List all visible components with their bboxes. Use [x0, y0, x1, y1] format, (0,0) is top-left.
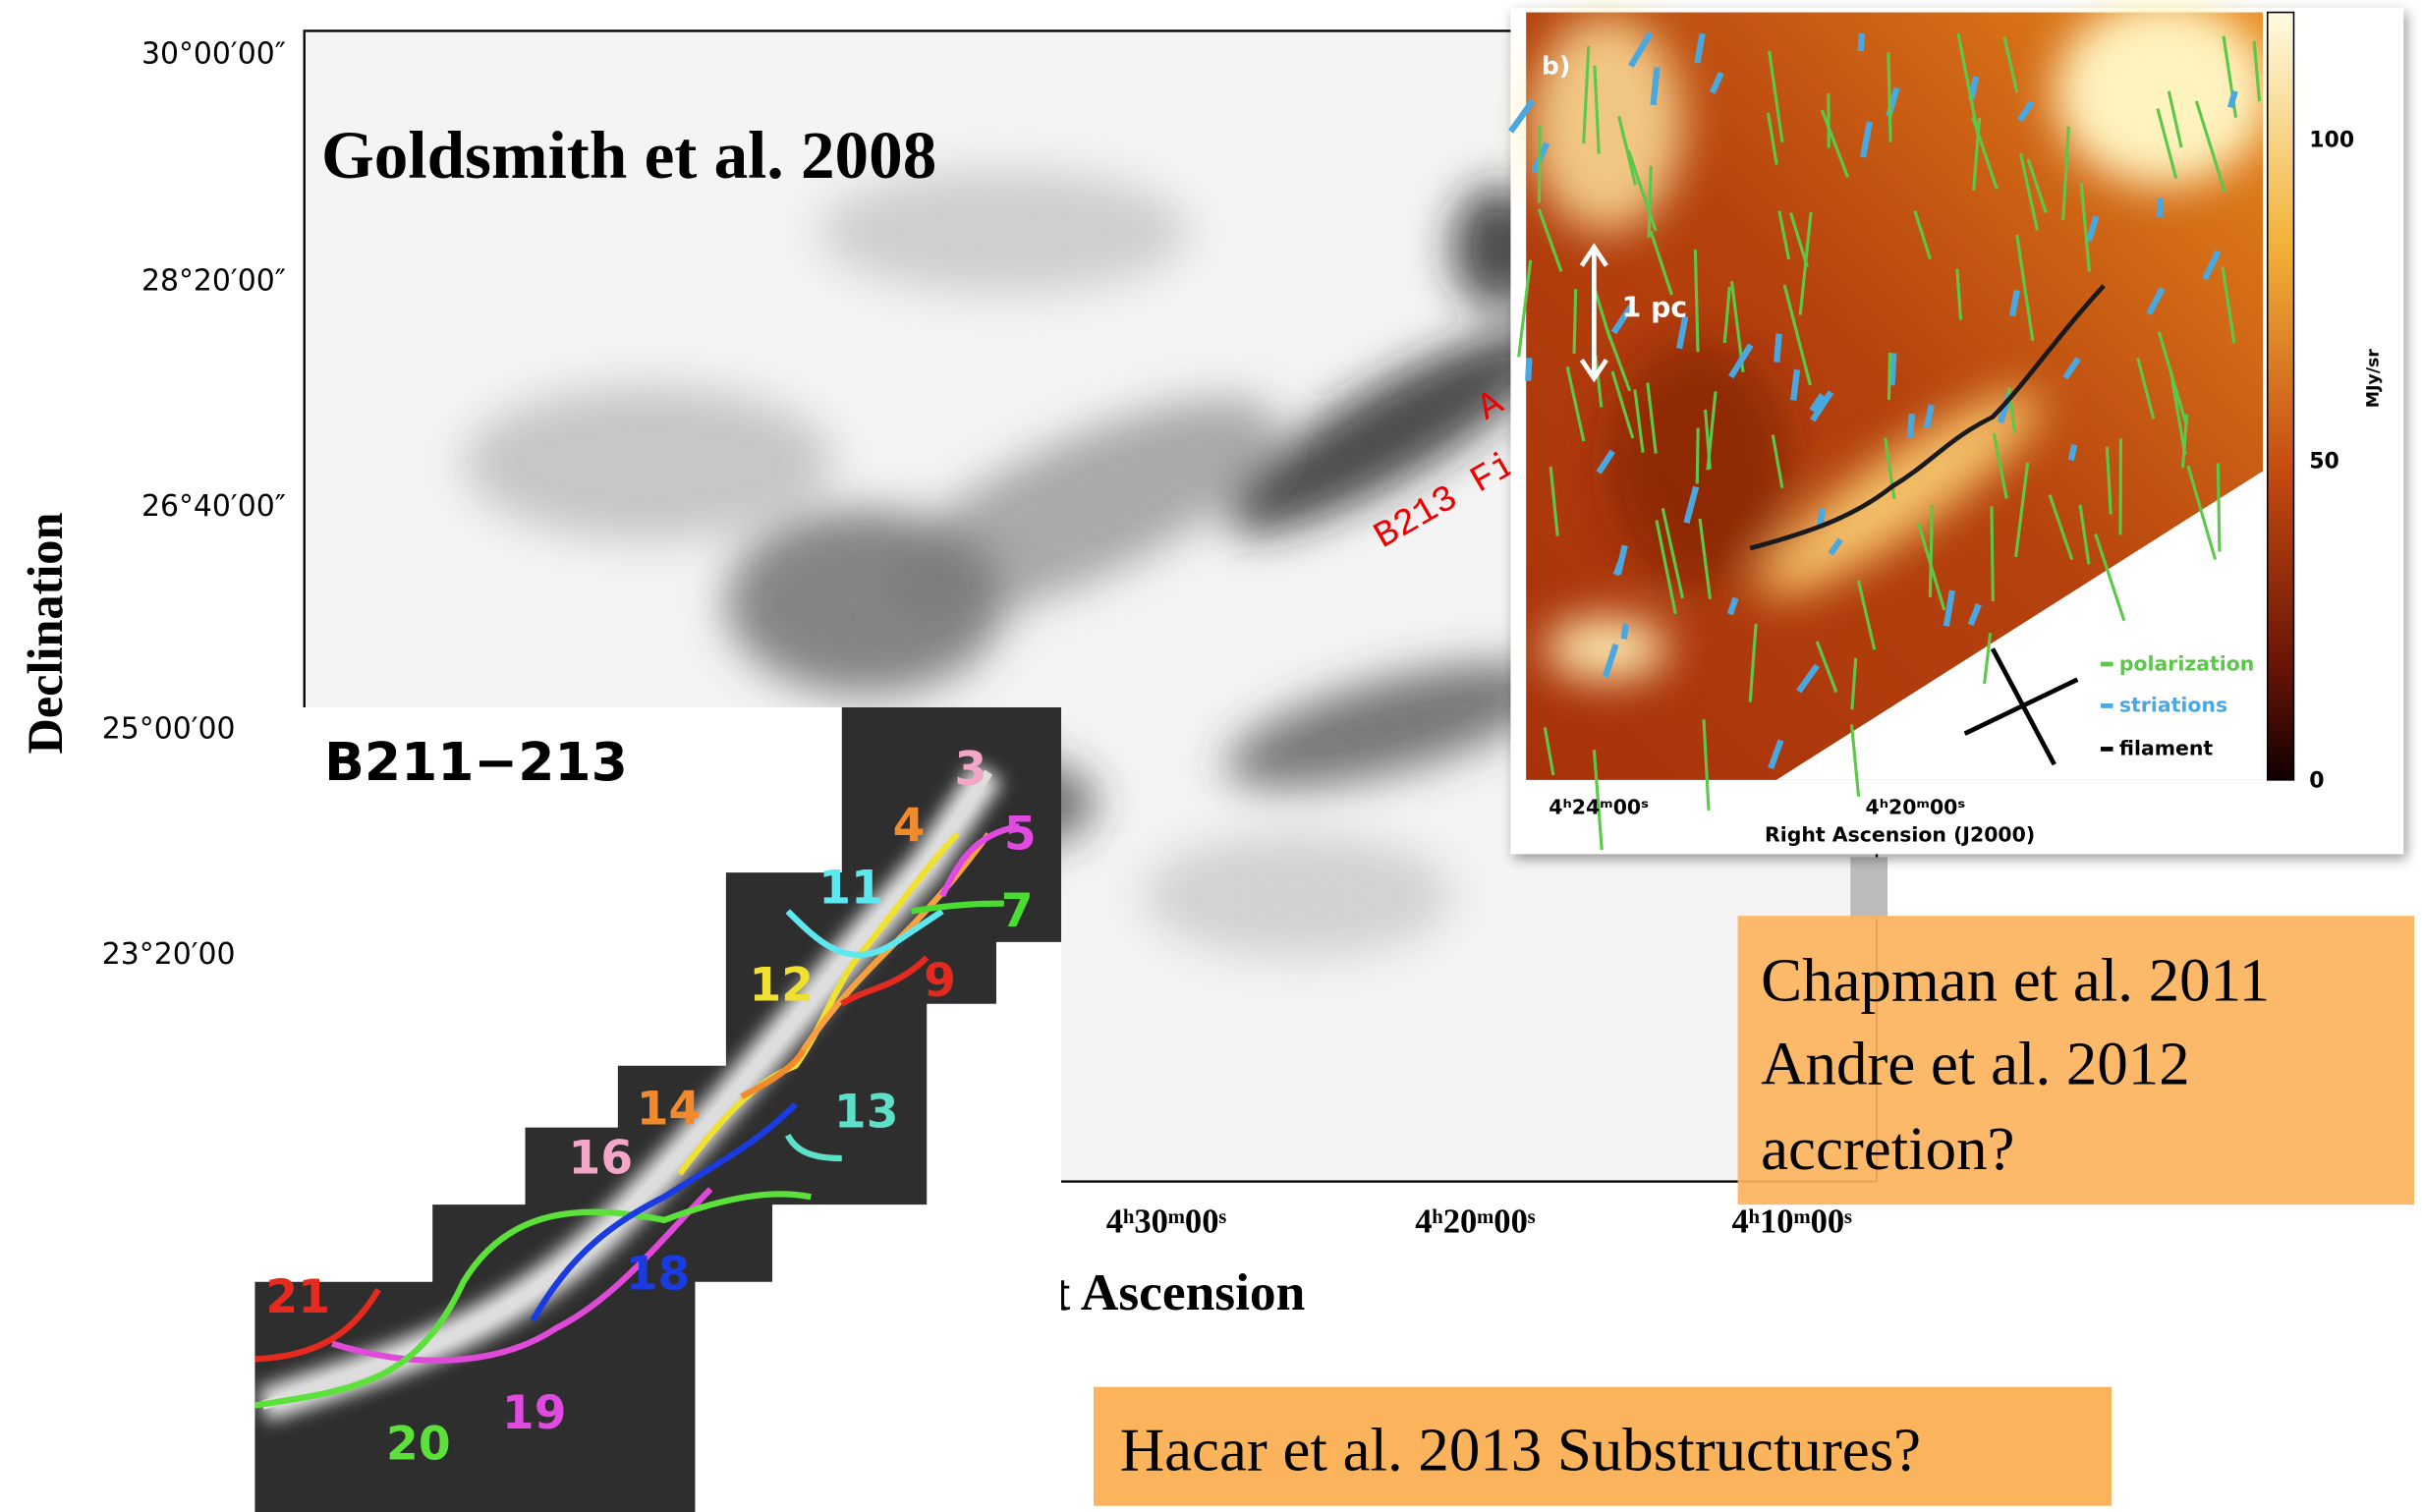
x-tick-label: 4ʰ30ᵐ00ˢ: [1106, 1203, 1227, 1240]
y-tick-label: 26°40′00″: [141, 489, 286, 524]
x-tick-label: 4ʰ20ᵐ00ˢ: [1415, 1203, 1536, 1240]
filament-label: 12: [749, 959, 814, 1013]
polarization-vector: [1649, 166, 1651, 238]
striation: [1528, 358, 1529, 380]
legend-label: polarization: [2119, 651, 2255, 675]
note-text: Chapman et al. 2011: [1761, 946, 2270, 1015]
note-box: Chapman et al. 2011 Andre et al. 2012 ac…: [1738, 916, 2415, 1204]
x-tick-label: 4ʰ20ᵐ00ˢ: [1865, 795, 1965, 818]
y-tick-label: 30°00′00″: [141, 36, 286, 71]
left-inset: B211−213 3 4 5 11 7 12 9 14 13 16 18 21 …: [254, 707, 1061, 1512]
scale-bar-label: 1 pc: [1622, 291, 1688, 323]
striation: [1910, 414, 1912, 438]
polarization-vector: [2218, 464, 2220, 552]
polarization-vector: [1888, 52, 1890, 142]
filament-label: 20: [386, 1418, 451, 1472]
filament-label: 11: [818, 862, 883, 916]
polarization-vector: [1992, 506, 1993, 601]
filament-label: 3: [955, 743, 987, 797]
polarization-vector: [1574, 289, 1576, 354]
colorbar-label: MJy/sr: [2364, 349, 2384, 408]
filament-label: 19: [502, 1386, 567, 1440]
filament-label: 5: [1004, 808, 1037, 862]
legend-label: striations: [2119, 694, 2227, 717]
filament-label: 13: [834, 1086, 899, 1140]
legend-label: filament: [2119, 737, 2214, 760]
striation: [1793, 369, 1797, 400]
colorbar-tick: 0: [2309, 769, 2324, 794]
panel-label: b): [1542, 51, 1571, 80]
note-text: accretion?: [1761, 1114, 2014, 1183]
colorbar-tick: 100: [2309, 128, 2354, 152]
filament-label: 7: [1001, 884, 1034, 938]
striation: [1891, 353, 1893, 385]
polarization-vector: [1888, 353, 1889, 400]
polarization-vector: [1930, 504, 1932, 596]
filament-label: 21: [265, 1270, 330, 1324]
striation: [2160, 197, 2161, 217]
note-box: Hacar et al. 2013 Substructures?: [1094, 1387, 2112, 1506]
y-tick-label: 23°20′00: [102, 937, 236, 972]
slide: 30°00′00″ 28°20′00″ 26°40′00″ 25°00′00 2…: [0, 0, 2422, 1512]
colorbar-tick: 50: [2309, 449, 2339, 474]
striation: [1776, 334, 1778, 363]
striation: [1861, 33, 1862, 51]
filament-label: 16: [569, 1132, 634, 1186]
filament-label: 4: [893, 800, 926, 854]
colorbar: [2268, 13, 2294, 780]
striation: [1624, 624, 1626, 640]
filament-label: 9: [924, 954, 956, 1008]
y-axis-label: Declination: [18, 513, 73, 755]
map-title: Goldsmith et al. 2008: [321, 117, 936, 193]
x-axis-label: Right Ascension (J2000): [1765, 823, 2035, 847]
right-inset: b) 1 pc 100 50 0 MJy/sr 4ʰ24ᵐ00ˢ 4ʰ20ᵐ00…: [1510, 0, 2403, 854]
x-tick-label: 4ʰ24ᵐ00ˢ: [1549, 795, 1649, 818]
filament-label: 14: [637, 1082, 702, 1136]
inset-title: B211−213: [324, 731, 628, 793]
striation: [2071, 445, 2074, 461]
polarization-vector: [1539, 125, 1540, 202]
page: 30°00′00″ 28°20′00″ 26°40′00″ 25°00′00 2…: [0, 0, 2422, 1512]
note-text: Andre et al. 2012: [1761, 1030, 2190, 1098]
colorbar-fragment: [1850, 857, 1887, 919]
polarization-vector: [1697, 428, 1698, 484]
x-tick-label: 4ʰ10ᵐ00ˢ: [1731, 1203, 1852, 1240]
y-tick-label: 25°00′00: [102, 711, 236, 746]
striation: [1654, 67, 1658, 104]
filament-label: 18: [626, 1248, 691, 1302]
note-text: Hacar et al. 2013 Substructures?: [1120, 1416, 1921, 1484]
y-tick-label: 28°20′00″: [141, 264, 286, 299]
